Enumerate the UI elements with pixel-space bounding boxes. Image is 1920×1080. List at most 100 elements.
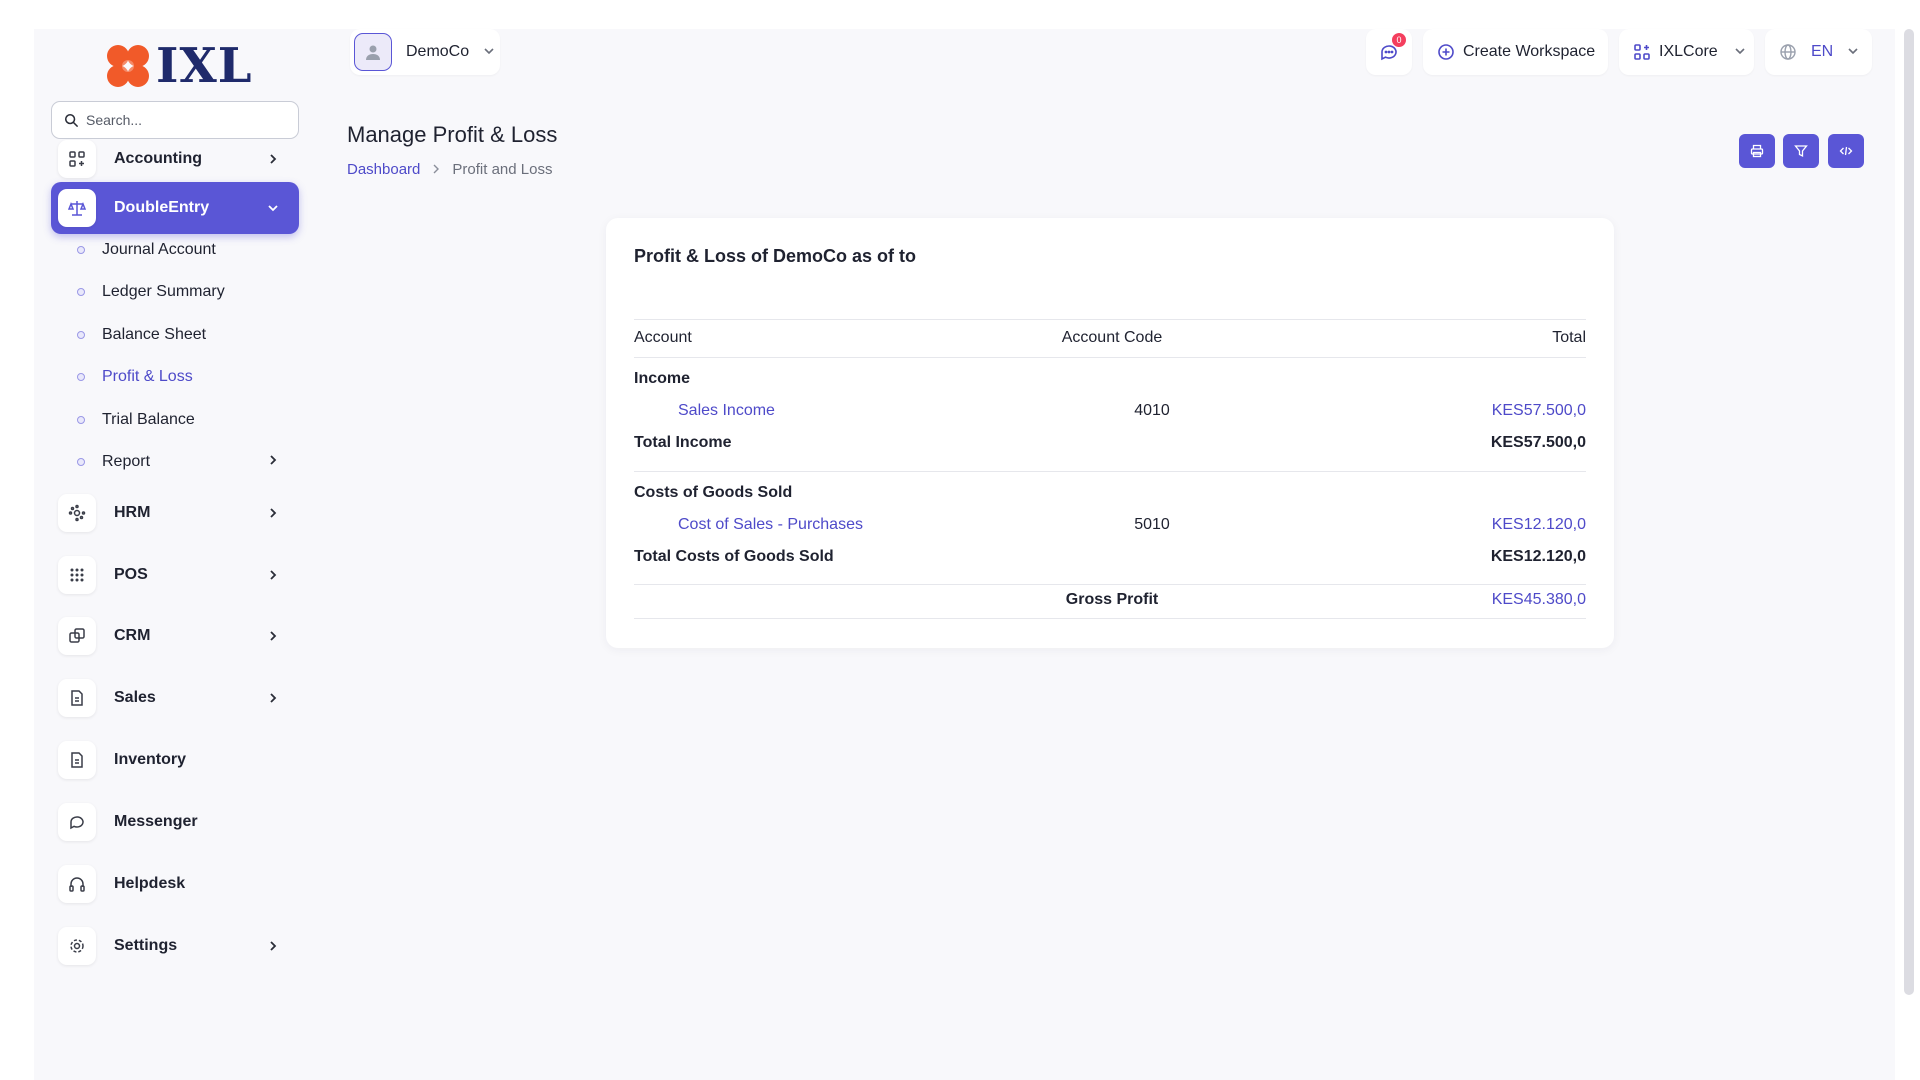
sidebar-item-label: CRM: [114, 627, 151, 644]
breadcrumb-dashboard-link[interactable]: Dashboard: [347, 161, 421, 178]
sidebar-subitem-label: Journal Account: [102, 241, 216, 258]
column-header-account-code: Account Code: [1061, 329, 1163, 346]
sidebar-item-label: Settings: [114, 937, 178, 954]
sidebar-item-label: POS: [114, 566, 148, 583]
workspace-switcher[interactable]: IXLCore: [1619, 29, 1754, 75]
bullet-icon: [77, 458, 85, 466]
account-total-link[interactable]: KES12.120,0: [1491, 516, 1586, 533]
print-icon: [1750, 144, 1764, 158]
chevron-right-icon: [263, 630, 283, 642]
chat-bubble-icon: [58, 803, 96, 841]
sidebar-item-messenger[interactable]: Messenger: [51, 796, 299, 848]
sidebar-item-settings[interactable]: Settings: [51, 920, 299, 972]
hrm-icon: [58, 494, 96, 532]
document-icon: [58, 679, 96, 717]
sidebar-subitem-label: Ledger Summary: [102, 283, 225, 300]
gross-profit-value[interactable]: KES45.380,0: [1491, 591, 1586, 608]
sidebar-subitem-balance-sheet[interactable]: Balance Sheet: [74, 320, 294, 350]
search-input[interactable]: [86, 112, 286, 128]
sidebar-item-helpdesk[interactable]: Helpdesk: [51, 858, 299, 910]
language-code: EN: [1811, 43, 1834, 60]
logo-text: IXL: [156, 38, 253, 94]
sidebar-item-label: Helpdesk: [114, 875, 186, 892]
chevron-right-icon: [263, 940, 283, 952]
sidebar-subitem-label: Trial Balance: [102, 411, 195, 428]
plus-circle-icon: [1438, 44, 1454, 60]
account-link-sales-income[interactable]: Sales Income: [678, 402, 775, 419]
sidebar-subitem-profit-loss[interactable]: Profit & Loss: [74, 362, 294, 392]
clover-logo-icon: [107, 45, 149, 87]
sidebar-item-label: Accounting: [114, 150, 202, 167]
sidebar: IXL Accounting DoubleEntry: [34, 29, 316, 1080]
sidebar-subitem-label: Balance Sheet: [102, 326, 207, 343]
page-title: Manage Profit & Loss: [347, 122, 558, 147]
search-icon: [64, 113, 78, 127]
sidebar-subitem-label: Report: [102, 453, 151, 470]
headphones-icon: [58, 865, 96, 903]
total-cogs-label: Total Costs of Goods Sold: [634, 548, 834, 565]
table-divider: [634, 471, 1586, 472]
sidebar-item-sales[interactable]: Sales: [51, 672, 299, 724]
company-name: DemoCo: [406, 43, 470, 60]
create-workspace-button[interactable]: Create Workspace: [1423, 29, 1608, 75]
sidebar-item-inventory[interactable]: Inventory: [51, 734, 299, 786]
bullet-icon: [77, 288, 85, 296]
notifications-button[interactable]: 0: [1366, 29, 1412, 75]
print-button[interactable]: [1739, 134, 1775, 168]
chat-bubble-icon: [1381, 45, 1397, 61]
sidebar-item-label: Messenger: [114, 813, 198, 830]
sidebar-item-doubleentry[interactable]: DoubleEntry: [51, 182, 299, 234]
section-heading-income: Income: [634, 370, 691, 387]
workspace-name: IXLCore: [1659, 43, 1718, 60]
bullet-icon: [77, 331, 85, 339]
search-box[interactable]: [51, 101, 299, 139]
chevron-right-icon: [263, 507, 283, 519]
account-total-link[interactable]: KES57.500,0: [1491, 402, 1586, 419]
sidebar-subitem-label: Profit & Loss: [102, 368, 193, 385]
sidebar-item-pos[interactable]: POS: [51, 549, 299, 601]
sidebar-item-label: HRM: [114, 504, 151, 521]
sidebar-item-label: Inventory: [114, 751, 187, 768]
account-link-cost-of-sales[interactable]: Cost of Sales - Purchases: [678, 516, 863, 533]
globe-icon: [1780, 44, 1796, 60]
chevron-right-icon: [263, 692, 283, 704]
create-workspace-label: Create Workspace: [1463, 43, 1596, 60]
dots-grid-icon: [58, 556, 96, 594]
layers-icon: [58, 617, 96, 655]
grid-plus-icon: [58, 140, 96, 178]
table-divider: [634, 618, 1586, 619]
section-heading-cogs: Costs of Goods Sold: [634, 484, 793, 501]
gross-profit-label: Gross Profit: [1065, 591, 1159, 608]
report-title: Profit & Loss of DemoCo as of to: [634, 246, 917, 266]
sidebar-subitem-trial-balance[interactable]: Trial Balance: [74, 405, 294, 435]
language-switcher[interactable]: EN: [1765, 29, 1872, 75]
bullet-icon: [77, 416, 85, 424]
table-divider: [634, 584, 1586, 585]
table-divider: [634, 357, 1586, 358]
chevron-right-icon: [268, 453, 278, 471]
sidebar-item-hrm[interactable]: HRM: [51, 487, 299, 539]
account-code: 5010: [1134, 516, 1170, 533]
code-icon: [1839, 146, 1853, 156]
chevron-down-icon: [263, 203, 283, 213]
apps-icon: [1634, 44, 1650, 60]
chevron-down-icon: [483, 43, 495, 61]
scrollbar-thumb[interactable]: [1904, 29, 1914, 995]
chevron-right-icon: [263, 569, 283, 581]
gear-icon: [58, 927, 96, 965]
account-code: 4010: [1134, 402, 1170, 419]
sidebar-subitem-journal-account[interactable]: Journal Account: [74, 235, 294, 265]
sidebar-subitem-report[interactable]: Report: [74, 447, 294, 477]
table-divider: [634, 319, 1586, 320]
sidebar-subitem-ledger-summary[interactable]: Ledger Summary: [74, 277, 294, 307]
code-button[interactable]: [1828, 134, 1864, 168]
sidebar-item-crm[interactable]: CRM: [51, 610, 299, 662]
brand-logo[interactable]: IXL: [104, 37, 254, 95]
total-cogs-value: KES12.120,0: [1490, 548, 1586, 565]
filter-button[interactable]: [1783, 134, 1819, 168]
chevron-down-icon: [1734, 43, 1746, 61]
company-switcher[interactable]: DemoCo: [350, 29, 500, 75]
scale-icon: [58, 189, 96, 227]
bullet-icon: [77, 246, 85, 254]
sidebar-item-accounting[interactable]: Accounting: [51, 133, 299, 185]
